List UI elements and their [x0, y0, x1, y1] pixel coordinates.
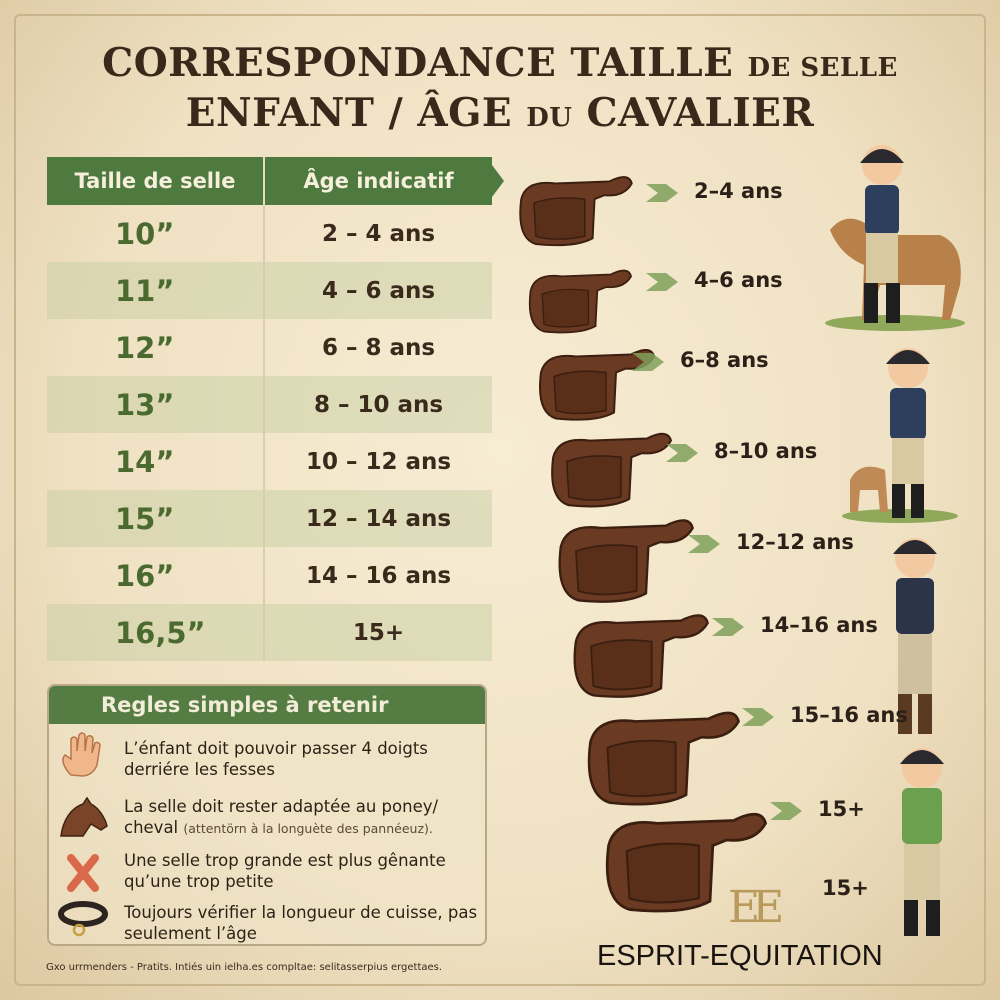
saddle-age-label: 2–4 ans [694, 179, 783, 203]
saddle-age-label: 4–6 ans [694, 268, 783, 292]
rule-text: Une selle trop grande est plus gênante q… [124, 851, 446, 891]
age-cell: 2 – 4 ans [321, 220, 436, 247]
horse-head-icon [60, 796, 108, 837]
age-cell: 8 – 10 ans [313, 391, 444, 418]
saddle-icon [605, 812, 768, 913]
rules-box: Regles simples à retenir L’énfant doit p… [47, 684, 487, 946]
title-main: CORRESPONDANCE TAILLE [102, 40, 734, 86]
hand-icon [62, 732, 101, 777]
age-cell: 6 – 8 ans [321, 334, 436, 361]
belt-icon [58, 901, 108, 937]
age-cell: 14 – 16 ans [305, 562, 452, 589]
table-row: 11” 4 – 6 ans [47, 262, 492, 319]
size-cell: 13” [47, 376, 265, 433]
table-header: Taille de selle Âge indicatif [47, 157, 504, 205]
saddle-age-label: 15+ [822, 876, 869, 900]
saddle-age-label: 12–12 ans [736, 530, 854, 554]
title-line-2: ENFANT / ÂGE DU CAVALIER [0, 90, 1000, 136]
rule-text: La selle doit rester adaptée au poney/ c… [124, 797, 439, 837]
chevron-right-icon [646, 273, 678, 291]
teen-rider-illustration [893, 538, 937, 734]
header-arrow-icon [492, 165, 504, 197]
size-cell: 11” [47, 262, 265, 319]
title-main: ENFANT / ÂGE [185, 90, 513, 136]
size-cell: 16” [47, 547, 265, 604]
rule-item: Une selle trop grande est plus gênante q… [124, 850, 485, 892]
rules-title: Regles simples à retenir [49, 686, 485, 724]
saddle-icon [587, 711, 740, 806]
saddle-age-label: 15–16 ans [790, 703, 908, 727]
saddle-icon [558, 519, 694, 603]
child-rider-with-pony-illustration [825, 145, 965, 331]
size-cell: 12” [47, 319, 265, 376]
saddle-icon [528, 269, 633, 334]
rule-note: (attentörn à la longuète des pannéeuz). [183, 821, 433, 836]
chevron-right-icon [688, 535, 720, 553]
older-rider-illustration [900, 748, 944, 936]
age-cell: 10 – 12 ans [305, 448, 452, 475]
chevron-right-icon [712, 618, 744, 636]
rule-text: L’énfant doit pouvoir passer 4 doigts de… [124, 739, 428, 779]
saddle-icon [519, 176, 633, 247]
size-cell: 16,5” [47, 604, 265, 661]
size-cell: 14” [47, 433, 265, 490]
table-row: 13” 8 – 10 ans [47, 376, 492, 433]
cross-icon [67, 854, 99, 892]
footnote: Gxo urrmenders - Pratits. Intiés uin iel… [46, 962, 443, 973]
chevron-right-icon [632, 353, 664, 371]
logo: EE [728, 882, 784, 933]
title-small: DU [526, 103, 573, 133]
chevron-right-icon [646, 184, 678, 202]
title-main: CAVALIER [586, 90, 815, 136]
table-row: 16” 14 – 16 ans [47, 547, 492, 604]
age-cell: 15+ [352, 619, 405, 646]
rule-item: La selle doit rester adaptée au poney/ c… [124, 796, 485, 839]
title-line-1: CORRESPONDANCE TAILLE DE SELLE [0, 40, 1000, 86]
rule-text: Toujours vérifier la longueur de cuisse,… [124, 903, 478, 943]
age-cell: 12 – 14 ans [305, 505, 452, 532]
rule-item: L’énfant doit pouvoir passer 4 doigts de… [124, 738, 485, 780]
saddle-age-label: 15+ [818, 797, 865, 821]
table-row: 14” 10 – 12 ans [47, 433, 492, 490]
child-rider-with-dog-illustration [842, 348, 958, 523]
chevron-right-icon [742, 708, 774, 726]
decorative-frame [14, 14, 986, 986]
chevron-right-icon [666, 444, 698, 462]
table-row: 10” 2 – 4 ans [47, 205, 492, 262]
brand-name: ESPRIT-EQUITATION [597, 940, 883, 972]
size-age-table: Taille de selle Âge indicatif 10” 2 – 4 a… [47, 157, 504, 661]
header-age: Âge indicatif [303, 169, 454, 193]
saddle-age-label: 6–8 ans [680, 348, 769, 372]
saddle-icon [539, 349, 656, 421]
size-cell: 15” [47, 490, 265, 547]
saddle-icon [551, 432, 673, 508]
chevron-right-icon [770, 802, 802, 820]
rule-item: Toujours vérifier la longueur de cuisse,… [124, 902, 485, 944]
table-row: 15” 12 – 14 ans [47, 490, 492, 547]
age-cell: 4 – 6 ans [321, 277, 436, 304]
size-cell: 10” [47, 205, 265, 262]
header-size: Taille de selle [47, 157, 265, 205]
title-small: DE SELLE [747, 53, 898, 83]
table-row: 16,5” 15+ [47, 604, 492, 661]
saddle-age-label: 14–16 ans [760, 613, 878, 637]
saddle-icon [573, 614, 709, 698]
saddle-age-label: 8–10 ans [714, 439, 818, 463]
table-row: 12” 6 – 8 ans [47, 319, 492, 376]
